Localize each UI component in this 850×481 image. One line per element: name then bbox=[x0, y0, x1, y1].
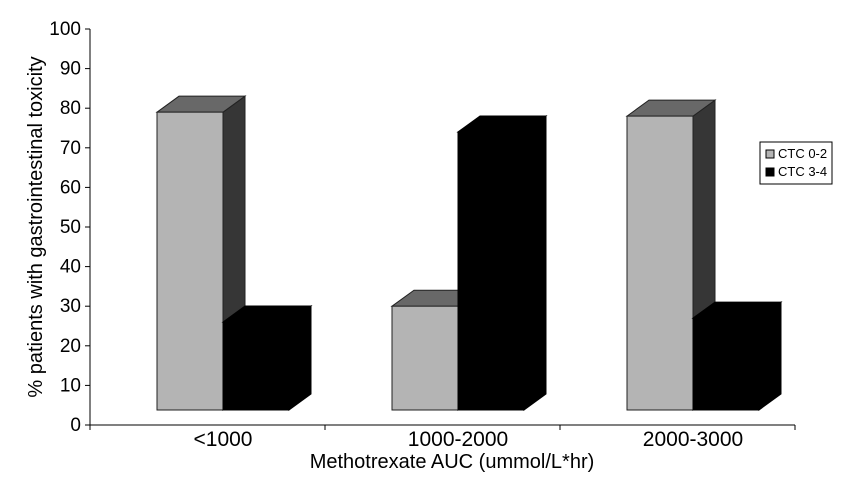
bar-front-face bbox=[156, 111, 224, 411]
y-tick-label: 100 bbox=[49, 19, 81, 40]
y-tick-label: 40 bbox=[60, 257, 81, 278]
y-tick-label: 10 bbox=[60, 375, 81, 396]
x-category-label: 1000-2000 bbox=[408, 428, 508, 451]
legend: CTC 0-2 CTC 3-4 bbox=[759, 141, 833, 185]
y-tick-label: 90 bbox=[60, 59, 81, 80]
x-axis-title: Methotrexate AUC (ummol/L*hr) bbox=[310, 451, 595, 473]
bar-front-face bbox=[222, 321, 290, 411]
legend-swatch-ctc-3-4 bbox=[765, 167, 775, 177]
bar-front-face bbox=[391, 305, 459, 411]
y-axis-title: % patients with gastrointestinal toxicit… bbox=[25, 56, 47, 397]
y-tick-label: 50 bbox=[60, 217, 81, 238]
y-tick-label: 80 bbox=[60, 98, 81, 119]
bar-front-face bbox=[457, 131, 525, 411]
bars bbox=[155, 95, 783, 411]
x-category-label: 2000-3000 bbox=[643, 428, 743, 451]
bar bbox=[221, 305, 313, 411]
x-axis bbox=[89, 424, 796, 430]
bar bbox=[691, 301, 783, 411]
bar-front-face bbox=[626, 115, 694, 411]
legend-box bbox=[759, 141, 833, 185]
bar-side-face bbox=[523, 114, 547, 411]
bar-side-face bbox=[758, 301, 782, 411]
legend-label-ctc-0-2: CTC 0-2 bbox=[778, 146, 827, 161]
legend-label-ctc-3-4: CTC 3-4 bbox=[778, 164, 827, 179]
y-tick-label: 0 bbox=[70, 415, 81, 436]
y-tick-label: 30 bbox=[60, 296, 81, 317]
y-tick-label: 60 bbox=[60, 177, 81, 198]
bar-side-face bbox=[288, 305, 312, 411]
bar-front-face bbox=[692, 317, 760, 411]
legend-swatch-ctc-0-2 bbox=[765, 149, 775, 159]
category-labels: <1000 1000-2000 2000-3000 bbox=[194, 428, 744, 451]
y-tick-label: 70 bbox=[60, 138, 81, 159]
y-axis: 0 10 20 30 40 50 60 70 80 90 100 bbox=[49, 19, 91, 436]
y-tick-label: 20 bbox=[60, 336, 81, 357]
bar bbox=[456, 114, 548, 411]
x-category-label: <1000 bbox=[194, 428, 253, 451]
